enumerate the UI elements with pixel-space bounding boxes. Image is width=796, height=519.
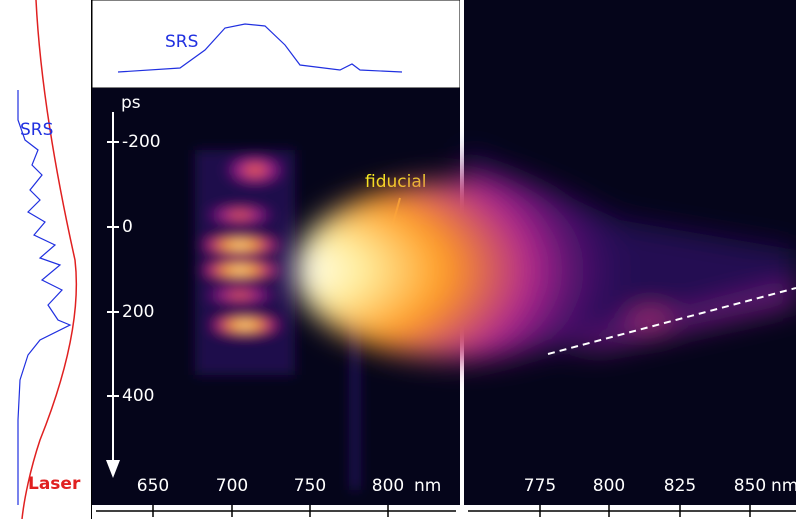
bottom-axes — [96, 505, 796, 517]
axis-strip — [92, 505, 796, 519]
wl-tick-label: 700 — [216, 476, 248, 496]
spectrum-label: SRS — [165, 32, 198, 52]
laser-label: Laser — [28, 474, 81, 494]
wl-unit: nm — [771, 476, 796, 496]
srs-label: SRS — [20, 120, 53, 140]
right-signal — [294, 150, 796, 360]
time-arrow — [106, 460, 120, 478]
wl-tick-label: 825 — [664, 476, 696, 496]
srs-curve — [17, 90, 72, 505]
wl-tick-label: 650 — [137, 476, 169, 496]
wl-tick-label: 800 — [372, 476, 404, 496]
time-tick-label: 0 — [122, 217, 133, 237]
spectrum-curve — [117, 23, 403, 73]
time-ticks — [107, 141, 119, 397]
wl-tick-label: 850 — [734, 476, 766, 496]
wl-tick-label: 750 — [294, 476, 326, 496]
time-tick-label: 400 — [122, 386, 154, 406]
wl-tick-label: 775 — [524, 476, 556, 496]
laser-curve — [21, 0, 78, 519]
time-tick-label: -200 — [122, 132, 161, 152]
time-tick-label: 200 — [122, 302, 154, 322]
streak-signal — [195, 150, 358, 490]
time-unit: ps — [121, 93, 141, 113]
wl-unit: nm — [414, 476, 441, 496]
spectrum-box — [91, 0, 461, 89]
wl-tick-label: 800 — [593, 476, 625, 496]
dashed-line — [547, 287, 796, 355]
